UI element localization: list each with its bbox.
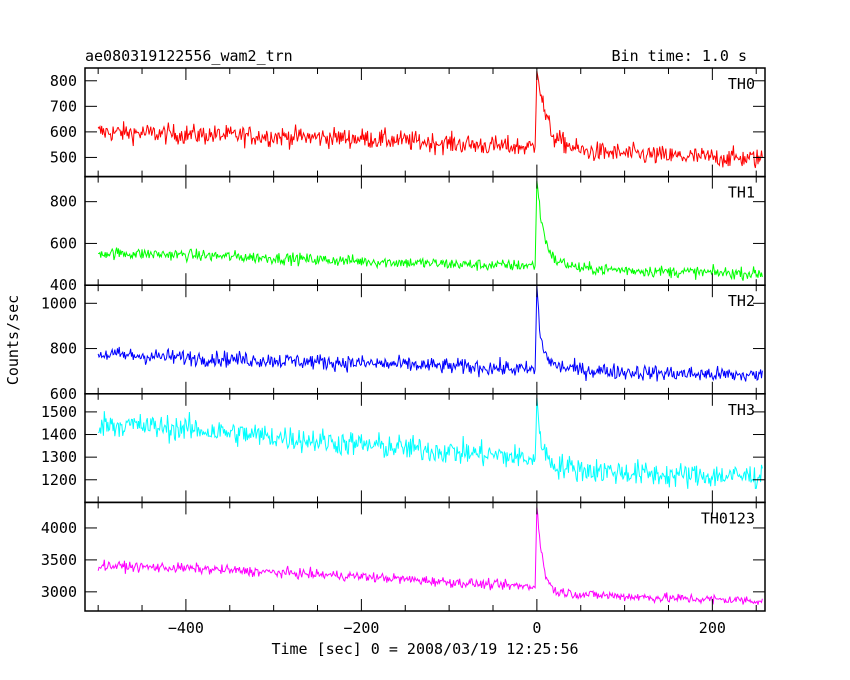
y-tick-label: 1300 <box>41 448 77 466</box>
y-tick-label: 1200 <box>41 471 77 489</box>
y-tick-label: 800 <box>50 193 77 211</box>
panel-label-th1: TH1 <box>728 184 755 202</box>
y-tick-label: 500 <box>50 148 77 166</box>
panel-label-th2: TH2 <box>728 292 755 310</box>
panel-th0123: 3000 3500 4000 TH0123 <box>41 501 766 612</box>
y-tick-label: 400 <box>50 276 77 294</box>
series-line-th1 <box>98 180 763 281</box>
x-axis-label: Time [sec] 0 = 2008/03/19 12:25:56 <box>271 640 578 658</box>
y-tick-label: 3500 <box>41 551 77 569</box>
panel-th2: 600 800 1000 TH2 <box>41 284 766 403</box>
x-tick-label: 0 <box>532 619 541 637</box>
y-tick-label: 1500 <box>41 403 77 421</box>
y-tick-label: 3000 <box>41 583 77 601</box>
panel-frame <box>84 175 766 286</box>
panel-label-th0123: TH0123 <box>701 509 755 527</box>
x-tick-label: −400 <box>168 619 204 637</box>
panel-label-th3: TH3 <box>728 401 755 419</box>
y-axis-label: Counts/sec <box>4 295 22 385</box>
series-line-th0123 <box>97 507 763 605</box>
chart-title: ae080319122556_wam2_trn <box>85 47 293 65</box>
y-tick-label: 600 <box>50 123 77 141</box>
bin-time-label: Bin time: 1.0 s <box>612 47 747 65</box>
panel-th3: 1200 1300 1400 1500 TH3 <box>41 393 766 504</box>
panel-frame <box>84 501 766 612</box>
panels: 500 600 700 800 TH0 400 600 800 TH1 600 800 1000 TH2… <box>41 67 766 612</box>
panel-th1: 400 600 800 TH1 <box>50 175 766 294</box>
panel-label-th0: TH0 <box>728 75 755 93</box>
y-tick-label: 600 <box>50 385 77 403</box>
y-tick-label: 1400 <box>41 426 77 444</box>
series-line-th3 <box>98 397 763 490</box>
x-tick-label: 200 <box>699 619 726 637</box>
series-line-th2 <box>97 285 763 382</box>
y-tick-label: 600 <box>50 234 77 252</box>
series-line-th0 <box>97 70 763 169</box>
y-tick-label: 800 <box>50 72 77 90</box>
y-tick-label: 800 <box>50 340 77 358</box>
y-tick-label: 4000 <box>41 519 77 537</box>
panel-th0: 500 600 700 800 TH0 <box>50 67 766 178</box>
y-tick-label: 1000 <box>41 294 77 312</box>
panel-frame <box>84 67 766 178</box>
y-tick-label: 700 <box>50 97 77 115</box>
x-tick-label: −200 <box>343 619 379 637</box>
x-tick-labels: −400 −200 0 200 <box>168 619 726 637</box>
